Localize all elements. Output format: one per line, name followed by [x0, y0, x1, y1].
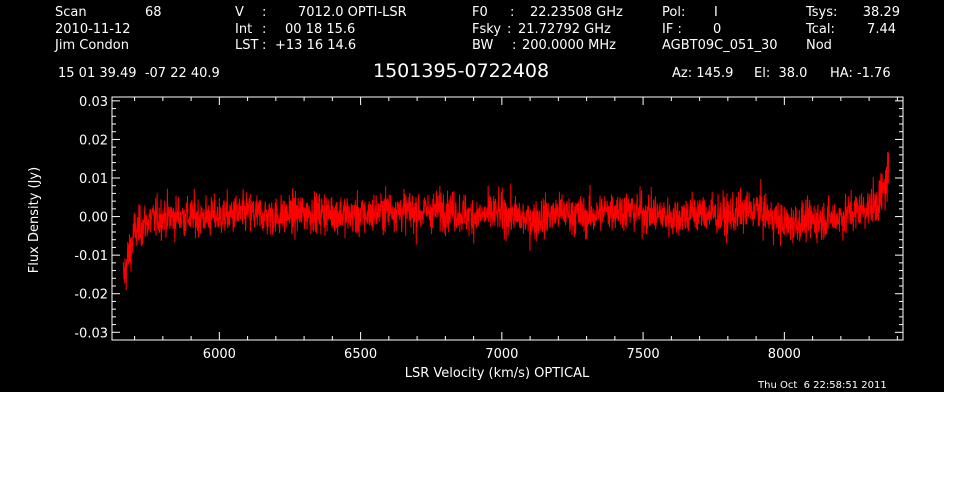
fsky-label: Fsky [472, 22, 502, 37]
velocity-label: V [235, 5, 244, 20]
f0-value: 22.23508 GHz [530, 5, 623, 20]
plot-frame [111, 96, 904, 341]
f0-label: F0 [472, 5, 488, 20]
velocity-value: 7012.0 OPTI-LSR [298, 5, 407, 20]
if-label: IF : [662, 22, 682, 37]
y-axis-label: Flux Density (Jy) [27, 167, 42, 273]
bandwidth-value: 200.0000 MHz [522, 38, 616, 53]
tcal-value: 7.44 [867, 22, 896, 37]
x-axis-label: LSR Velocity (km/s) OPTICAL [405, 366, 590, 381]
y-tick-label: 0.01 [79, 172, 108, 187]
observer-name: Jim Condon [55, 38, 129, 53]
scan-label: Scan [55, 5, 87, 20]
y-tick-label: 0.02 [79, 133, 108, 148]
bandwidth-label: BW [472, 38, 494, 53]
observing-mode: Nod [806, 38, 832, 53]
if-value: 0 [713, 22, 722, 37]
lst-value: +13 16 14.6 [275, 38, 357, 53]
fsky-value: 21.72792 GHz [518, 22, 611, 37]
plot-timestamp: Thu Oct 6 22:58:51 2011 [758, 380, 887, 391]
source-coordinates: 15 01 39.49 -07 22 40.9 [58, 66, 220, 81]
azimuth: Az: 145.9 [672, 66, 734, 81]
integration-label: Int [235, 22, 253, 37]
x-tick-label: 6500 [344, 347, 377, 362]
x-tick-label: 7500 [627, 347, 660, 362]
spectrum-chart: 6000 6500 7000 7500 8000 -0.03 -0.02 -0.01 0.00 0… [27, 95, 904, 381]
tsys-value: 38.29 [862, 5, 900, 20]
x-tick-label: 6000 [203, 347, 236, 362]
tcal-label: Tcal: [806, 22, 835, 37]
source-name: 1501395-0722408 [373, 60, 550, 82]
y-tick-label: 0.00 [79, 211, 108, 226]
integration-value: 00 18 15.6 [285, 22, 356, 37]
y-tick-label: -0.02 [74, 288, 108, 303]
hour-angle: HA: -1.76 [830, 66, 891, 81]
x-tick-label: 8000 [768, 347, 801, 362]
y-tick-label: -0.01 [74, 249, 108, 264]
spectrum-series [122, 151, 890, 291]
elevation: El: 38.0 [754, 66, 808, 81]
polarization-label: Pol: [662, 5, 686, 20]
scan-value: 68 [145, 5, 162, 20]
y-tick-label: 0.03 [79, 95, 108, 110]
spectrum-line [122, 151, 890, 291]
polarization-value: I [714, 5, 718, 20]
x-tick-label: 7000 [485, 347, 518, 362]
project-id: AGBT09C_051_30 [662, 38, 778, 53]
tsys-label: Tsys: [806, 5, 838, 20]
y-tick-label: -0.03 [74, 326, 108, 341]
lst-label: LST [235, 38, 259, 53]
observation-date: 2010-11-12 [55, 22, 131, 37]
axes: 6000 6500 7000 7500 8000 -0.03 -0.02 -0.01 0.00 0… [74, 95, 903, 362]
